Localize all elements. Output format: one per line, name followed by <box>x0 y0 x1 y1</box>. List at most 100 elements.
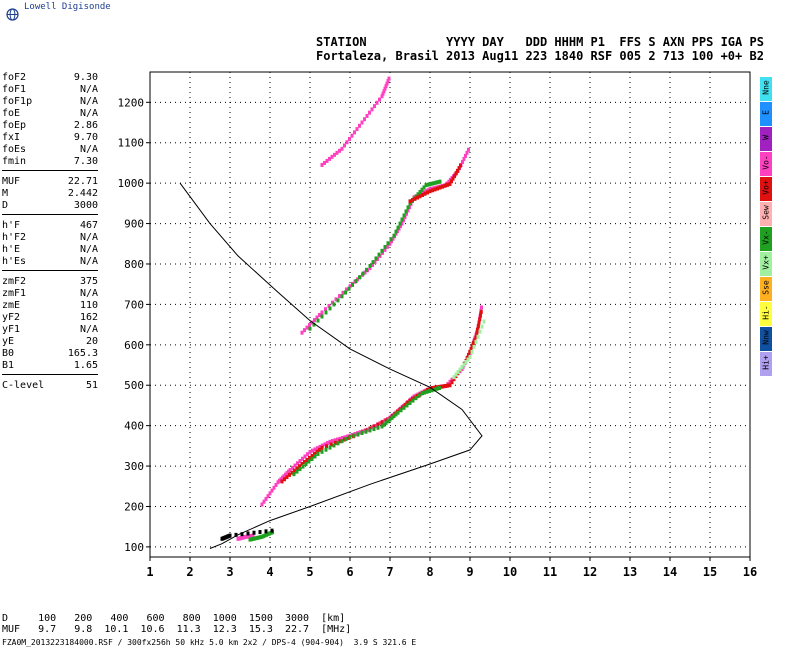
echo-point <box>304 462 308 467</box>
echo-point <box>417 393 421 398</box>
echo-point <box>456 370 460 375</box>
echo-point <box>448 379 452 384</box>
echo-point <box>451 176 455 181</box>
echo-point <box>321 443 324 448</box>
param-label: zmF1 <box>2 288 27 299</box>
echo-point <box>316 451 320 456</box>
echo-point <box>382 89 386 94</box>
param-label: M <box>2 188 9 199</box>
param-value: 51 <box>85 380 98 391</box>
echo-point <box>394 231 398 236</box>
legend-label: Nne <box>761 80 771 95</box>
echo-point <box>460 367 464 372</box>
legend-label: Sse <box>761 280 771 295</box>
echo-point <box>390 415 394 420</box>
echo-point <box>423 390 426 395</box>
echo-point <box>358 430 362 435</box>
echo-point <box>272 485 276 490</box>
echo-point <box>430 388 434 393</box>
echo-point <box>338 439 342 444</box>
echo-point <box>457 166 461 171</box>
echo-point <box>406 205 410 210</box>
echo-point <box>468 354 472 359</box>
echo-point <box>411 398 415 403</box>
echo-point <box>408 401 412 406</box>
echo-point <box>268 491 272 496</box>
echo-point <box>341 290 345 295</box>
echo-point <box>290 470 294 475</box>
echo-point <box>334 297 338 302</box>
echo-point <box>383 245 387 250</box>
echo-point <box>251 533 255 538</box>
legend-swatch: Vx+ <box>760 252 772 276</box>
echo-point <box>352 433 356 438</box>
echo-point <box>413 196 417 201</box>
echo-point <box>386 241 390 246</box>
echo-point <box>411 198 414 203</box>
y-tick-label: 100 <box>124 541 144 554</box>
echo-point <box>328 156 331 161</box>
echo-point <box>370 107 374 112</box>
echo-point <box>470 343 474 348</box>
param-row: fxI 9.70 <box>2 132 98 144</box>
param-label: B0 <box>2 348 15 359</box>
param-value: N/A <box>79 288 98 299</box>
param-value: 22.71 <box>67 176 98 187</box>
echo-point <box>334 440 337 445</box>
legend-swatch: Hi+ <box>760 352 772 376</box>
param-row: MUF 22.71 <box>2 176 98 188</box>
echo-point <box>312 322 316 327</box>
echo-point <box>348 284 352 289</box>
echo-point <box>402 213 406 218</box>
echo-point <box>308 455 311 460</box>
echo-point <box>472 344 476 349</box>
param-value: 162 <box>79 312 98 323</box>
param-separator <box>2 170 98 176</box>
echo-point <box>338 294 341 299</box>
param-value: N/A <box>79 84 98 95</box>
echo-point <box>443 183 447 188</box>
echo-point <box>424 183 428 188</box>
param-row: yF2 162 <box>2 312 98 324</box>
param-value: N/A <box>79 324 98 335</box>
echo-point <box>386 419 390 424</box>
y-tick-label: 1100 <box>118 137 145 150</box>
echo-point <box>438 386 441 391</box>
echo-point <box>386 79 390 84</box>
echo-point <box>465 150 469 155</box>
param-label: foF1p <box>2 96 33 107</box>
echo-point <box>422 185 426 190</box>
param-row: fmin 7.30 <box>2 156 98 168</box>
echo-point <box>392 233 396 238</box>
echo-point <box>348 136 351 141</box>
param-label: yF1 <box>2 324 21 335</box>
legend-swatch: Hi- <box>760 302 772 326</box>
echo-point <box>432 181 436 186</box>
echo-point <box>264 496 268 501</box>
param-row: yE 20 <box>2 336 98 348</box>
echo-point <box>305 458 309 462</box>
echo-point <box>462 156 466 161</box>
echo-point <box>378 97 381 102</box>
echo-point <box>355 127 359 132</box>
echo-point <box>446 383 449 388</box>
param-row: foEs N/A <box>2 144 98 156</box>
param-value: 2.442 <box>67 188 98 199</box>
param-label: fxI <box>2 132 21 143</box>
echo-point <box>351 282 354 287</box>
x-tick-label: 14 <box>663 565 677 579</box>
x-tick-label: 15 <box>703 565 717 579</box>
param-row: B0 165.3 <box>2 348 98 360</box>
globe-icon <box>6 8 19 21</box>
legend-label: W <box>761 135 771 140</box>
echo-point <box>270 488 274 493</box>
echo-point <box>443 384 447 389</box>
param-value: N/A <box>79 244 98 255</box>
param-label: foEp <box>2 120 27 131</box>
echo-point <box>398 221 402 226</box>
echo-point <box>252 530 256 535</box>
x-tick-label: 13 <box>623 565 637 579</box>
echo-point <box>426 182 430 187</box>
echo-point <box>301 464 305 469</box>
y-tick-label: 800 <box>124 258 144 271</box>
